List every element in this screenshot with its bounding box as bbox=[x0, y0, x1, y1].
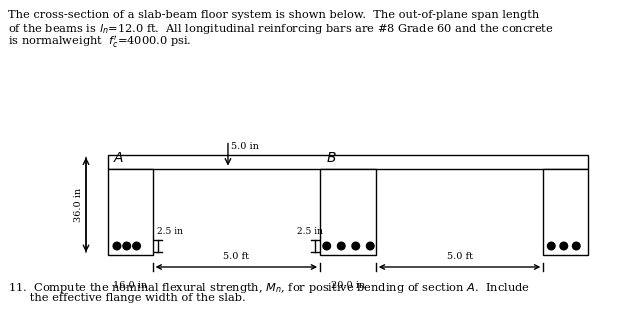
Circle shape bbox=[367, 242, 374, 250]
Text: of the beams is $l_n$=12.0 ft.  All longitudinal reinforcing bars are #8 Grade 6: of the beams is $l_n$=12.0 ft. All longi… bbox=[8, 22, 554, 36]
Circle shape bbox=[113, 242, 121, 250]
Circle shape bbox=[560, 242, 567, 250]
Text: $A$: $A$ bbox=[113, 151, 124, 165]
Circle shape bbox=[337, 242, 345, 250]
Circle shape bbox=[547, 242, 555, 250]
Circle shape bbox=[133, 242, 140, 250]
Text: 5.0 ft: 5.0 ft bbox=[223, 252, 249, 261]
Text: 2.5 in: 2.5 in bbox=[156, 227, 183, 236]
Text: 11.  Compute the nominal flexural strength, $M_n$, for positive bending of secti: 11. Compute the nominal flexural strengt… bbox=[8, 281, 530, 295]
Text: 2.5 in: 2.5 in bbox=[297, 227, 323, 236]
Text: is normalweight  $f_c'$=4000.0 psi.: is normalweight $f_c'$=4000.0 psi. bbox=[8, 34, 192, 50]
Bar bbox=[108, 169, 153, 255]
Text: the effective flange width of the slab.: the effective flange width of the slab. bbox=[8, 293, 246, 303]
Circle shape bbox=[572, 242, 580, 250]
Bar bbox=[543, 169, 588, 255]
Text: 20.0 in: 20.0 in bbox=[331, 281, 365, 290]
Text: $B$: $B$ bbox=[326, 151, 337, 165]
Text: 5.0 ft: 5.0 ft bbox=[447, 252, 472, 261]
Circle shape bbox=[123, 242, 131, 250]
Circle shape bbox=[352, 242, 360, 250]
Circle shape bbox=[323, 242, 331, 250]
Bar bbox=[320, 169, 376, 255]
Text: The cross-section of a slab-beam floor system is shown below.  The out-of-plane : The cross-section of a slab-beam floor s… bbox=[8, 10, 539, 20]
Text: 16.0 in: 16.0 in bbox=[113, 281, 147, 290]
Bar bbox=[108, 155, 588, 169]
Text: 5.0 in: 5.0 in bbox=[231, 142, 259, 151]
Text: 36.0 in: 36.0 in bbox=[74, 188, 83, 222]
